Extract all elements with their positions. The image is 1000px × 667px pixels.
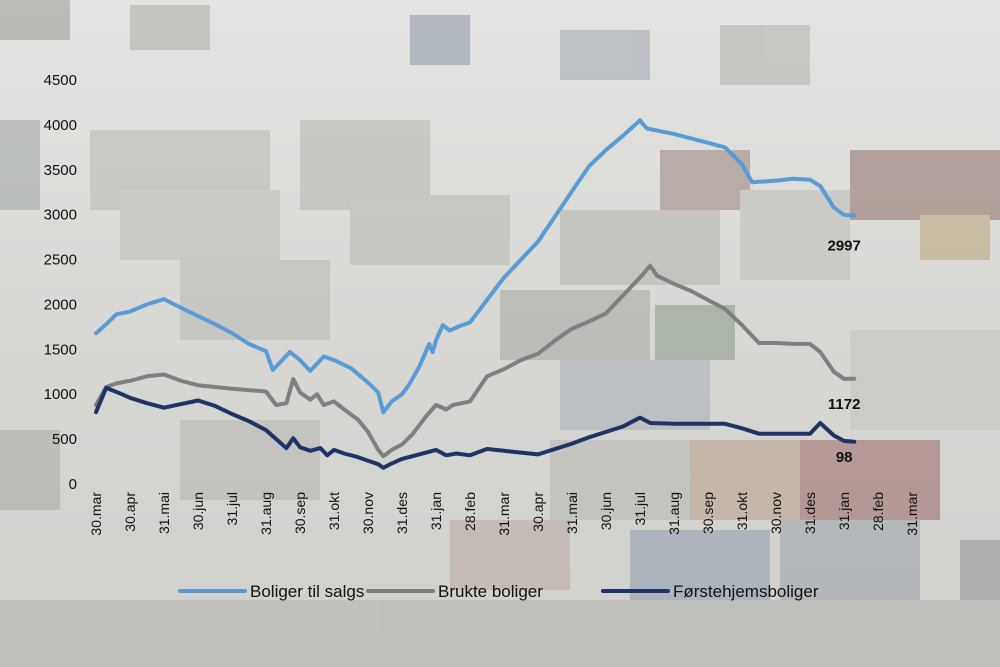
y-tick-label: 3000: [44, 207, 77, 224]
y-axis: 0 500 1000 1500 2000 2500 3000 3500 4000 4500: [44, 72, 77, 493]
y-tick-label: 1500: [44, 341, 77, 358]
x-tick-label: 30.sep: [700, 492, 716, 534]
x-tick-label: 30.nov: [768, 492, 784, 534]
x-tick-label: 31.okt: [326, 492, 342, 530]
legend-item-brukte-boliger: Brukte boliger: [366, 582, 543, 601]
series-lines: [94, 118, 857, 470]
x-tick-label: 30.sep: [292, 492, 308, 534]
x-tick-label: 30.jun: [598, 492, 614, 530]
legend-item-forstehjemsboliger: Førstehjemsboliger: [601, 582, 819, 601]
y-tick-label: 1000: [44, 386, 77, 403]
series-end-label: 98: [836, 449, 853, 466]
legend-label: Boliger til salgs: [250, 582, 364, 601]
y-tick-label: 2500: [44, 252, 77, 269]
x-tick-label: 31.des: [802, 492, 818, 534]
x-tick-label: 31.aug: [258, 492, 274, 535]
y-tick-label: 4500: [44, 72, 77, 89]
x-tick-label: 31.mar: [904, 492, 920, 536]
end-labels: 2997 1172 98: [828, 238, 861, 466]
x-tick-label: 31.jan: [836, 492, 852, 530]
x-tick-label: 31.aug: [666, 492, 682, 535]
legend-label: Brukte boliger: [438, 582, 543, 601]
x-tick-label: 30.apr: [122, 492, 138, 532]
x-tick-label: 28.feb: [462, 492, 478, 531]
x-tick-label: 31.mar: [496, 492, 512, 536]
x-tick-label: 28.feb: [870, 492, 886, 531]
series-end-label: 2997: [828, 238, 861, 255]
x-tick-label: 31.jul: [632, 492, 648, 525]
y-tick-label: 4000: [44, 117, 77, 134]
x-tick-label: 30.mar: [88, 492, 104, 536]
x-tick-label: 31.mai: [564, 492, 580, 534]
x-tick-label: 31.des: [394, 492, 410, 534]
legend-item-boliger-til-salgs: Boliger til salgs: [178, 582, 364, 601]
series-line-1: [94, 263, 857, 459]
x-tick-label: 30.jun: [190, 492, 206, 530]
x-tick-label: 31.okt: [734, 492, 750, 530]
y-tick-label: 0: [69, 476, 77, 493]
series-line-0: [94, 118, 857, 415]
legend: Boliger til salgs Brukte boliger Førsteh…: [178, 582, 819, 601]
y-tick-label: 3500: [44, 162, 77, 179]
x-tick-label: 31.jan: [428, 492, 444, 530]
legend-label: Førstehjemsboliger: [673, 582, 819, 601]
series-line-2: [94, 385, 857, 470]
x-tick-label: 31.jul: [224, 492, 240, 525]
series-end-label: 1172: [828, 396, 861, 413]
y-tick-label: 2000: [44, 296, 77, 313]
x-tick-label: 30.apr: [530, 492, 546, 532]
x-axis: 30.mar 30.apr 31.mai 30.jun 31.jul 31.aug 30.s…: [88, 492, 920, 536]
x-tick-label: 31.mai: [156, 492, 172, 534]
x-tick-label: 30.nov: [360, 492, 376, 534]
y-tick-label: 500: [52, 431, 77, 448]
